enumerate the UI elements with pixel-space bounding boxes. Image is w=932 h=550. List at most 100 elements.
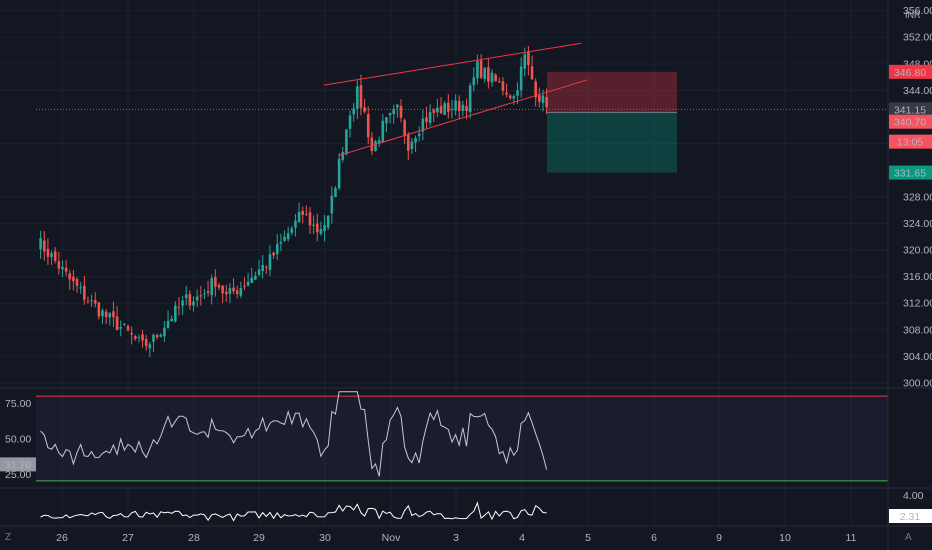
candle-body xyxy=(265,266,268,268)
candle-body xyxy=(494,74,497,82)
time-tick-label: Nov xyxy=(382,532,401,544)
candle-body xyxy=(261,264,264,272)
candle-body xyxy=(497,81,501,83)
price-tick-label: 300.00 xyxy=(903,378,932,390)
candle-body xyxy=(345,129,348,155)
candle-body xyxy=(512,96,516,99)
rsi-pane xyxy=(36,391,888,482)
candle-body xyxy=(64,267,68,272)
time-tick-label: 28 xyxy=(188,532,200,544)
candle-body xyxy=(133,336,137,339)
candle-body xyxy=(308,212,312,226)
candle-body xyxy=(268,254,272,270)
candle-body xyxy=(436,107,439,113)
candle-body xyxy=(505,92,508,95)
candle-body xyxy=(392,108,396,114)
position-zones xyxy=(36,71,888,173)
candle-body xyxy=(174,305,177,322)
candle-body xyxy=(72,276,75,282)
candle-body xyxy=(235,290,239,294)
price-tick-label: 316.00 xyxy=(903,271,932,283)
countdown-label: 13:05 xyxy=(897,137,923,149)
candle-body xyxy=(534,81,537,98)
candle-body xyxy=(83,285,86,300)
candle-body xyxy=(297,212,301,223)
candle-body xyxy=(119,326,123,329)
zoom-button-left[interactable]: Z xyxy=(5,532,12,543)
candle-body xyxy=(115,316,119,331)
candle-body xyxy=(356,86,359,109)
candle-body xyxy=(501,81,505,91)
candle-body xyxy=(432,109,436,114)
candle-body xyxy=(476,60,479,79)
candle-body xyxy=(75,279,79,286)
candle-body xyxy=(108,313,112,318)
last-price-label-badge xyxy=(889,102,932,117)
candle-body xyxy=(527,52,530,66)
candle-body xyxy=(508,95,512,99)
candle-body xyxy=(406,134,410,151)
candle-body xyxy=(530,66,534,80)
candle-body xyxy=(159,334,163,337)
rsi-line xyxy=(40,391,548,477)
candle-body xyxy=(352,108,355,115)
candle-body xyxy=(399,105,403,118)
candle-body xyxy=(228,287,232,294)
candle-body xyxy=(79,287,82,289)
time-tick-label: 5 xyxy=(585,532,591,544)
candle-body xyxy=(490,72,494,83)
candle-body xyxy=(366,114,370,138)
candle-body xyxy=(538,95,541,102)
candle-body xyxy=(279,242,283,244)
candle-body xyxy=(439,106,443,114)
candle-body xyxy=(374,141,377,151)
candle-body xyxy=(90,300,93,302)
candle-body xyxy=(217,284,221,288)
candle-body xyxy=(359,85,363,108)
candle-body xyxy=(137,337,141,339)
candle-body xyxy=(206,291,210,293)
candle-body xyxy=(254,275,257,280)
candle-body xyxy=(403,120,406,136)
candle-body xyxy=(68,273,72,280)
candle-body xyxy=(148,344,152,349)
price-tick-label: 308.00 xyxy=(903,324,932,336)
oscillator-line xyxy=(40,501,547,522)
target-price-label: 331.65 xyxy=(894,168,926,180)
candle-body xyxy=(275,244,279,255)
candle-body xyxy=(210,278,214,295)
price-tick-label: 352.00 xyxy=(903,32,932,44)
currency-label: INR xyxy=(905,10,921,20)
candle-body xyxy=(457,101,461,111)
candle-body xyxy=(181,300,184,306)
candle-body xyxy=(341,152,345,160)
candle-body xyxy=(519,66,523,91)
oscillator-pane xyxy=(40,501,547,522)
candle-body xyxy=(286,233,290,240)
rsi-tick-label: 75.00 xyxy=(5,398,31,410)
time-tick-label: 29 xyxy=(253,532,265,544)
candle-body xyxy=(483,67,487,80)
candle-body xyxy=(450,108,454,110)
time-tick-label: 30 xyxy=(319,532,331,544)
candle-body xyxy=(370,137,374,151)
candle-body xyxy=(272,252,275,256)
candle-body xyxy=(305,214,308,216)
candle-body xyxy=(447,102,450,112)
candle-body xyxy=(472,77,476,86)
candles xyxy=(39,46,548,358)
candle-body xyxy=(243,285,246,287)
candle-body xyxy=(170,318,173,322)
candle-body xyxy=(42,240,46,252)
auto-scale-button[interactable]: A xyxy=(905,532,912,543)
candle-body xyxy=(123,323,126,325)
candle-body xyxy=(443,103,446,115)
candle-body xyxy=(417,133,421,137)
candle-body xyxy=(93,300,97,304)
candle-body xyxy=(326,215,330,228)
candle-body xyxy=(330,195,334,214)
countdown-label-badge xyxy=(889,134,932,149)
candle-body xyxy=(541,95,545,104)
